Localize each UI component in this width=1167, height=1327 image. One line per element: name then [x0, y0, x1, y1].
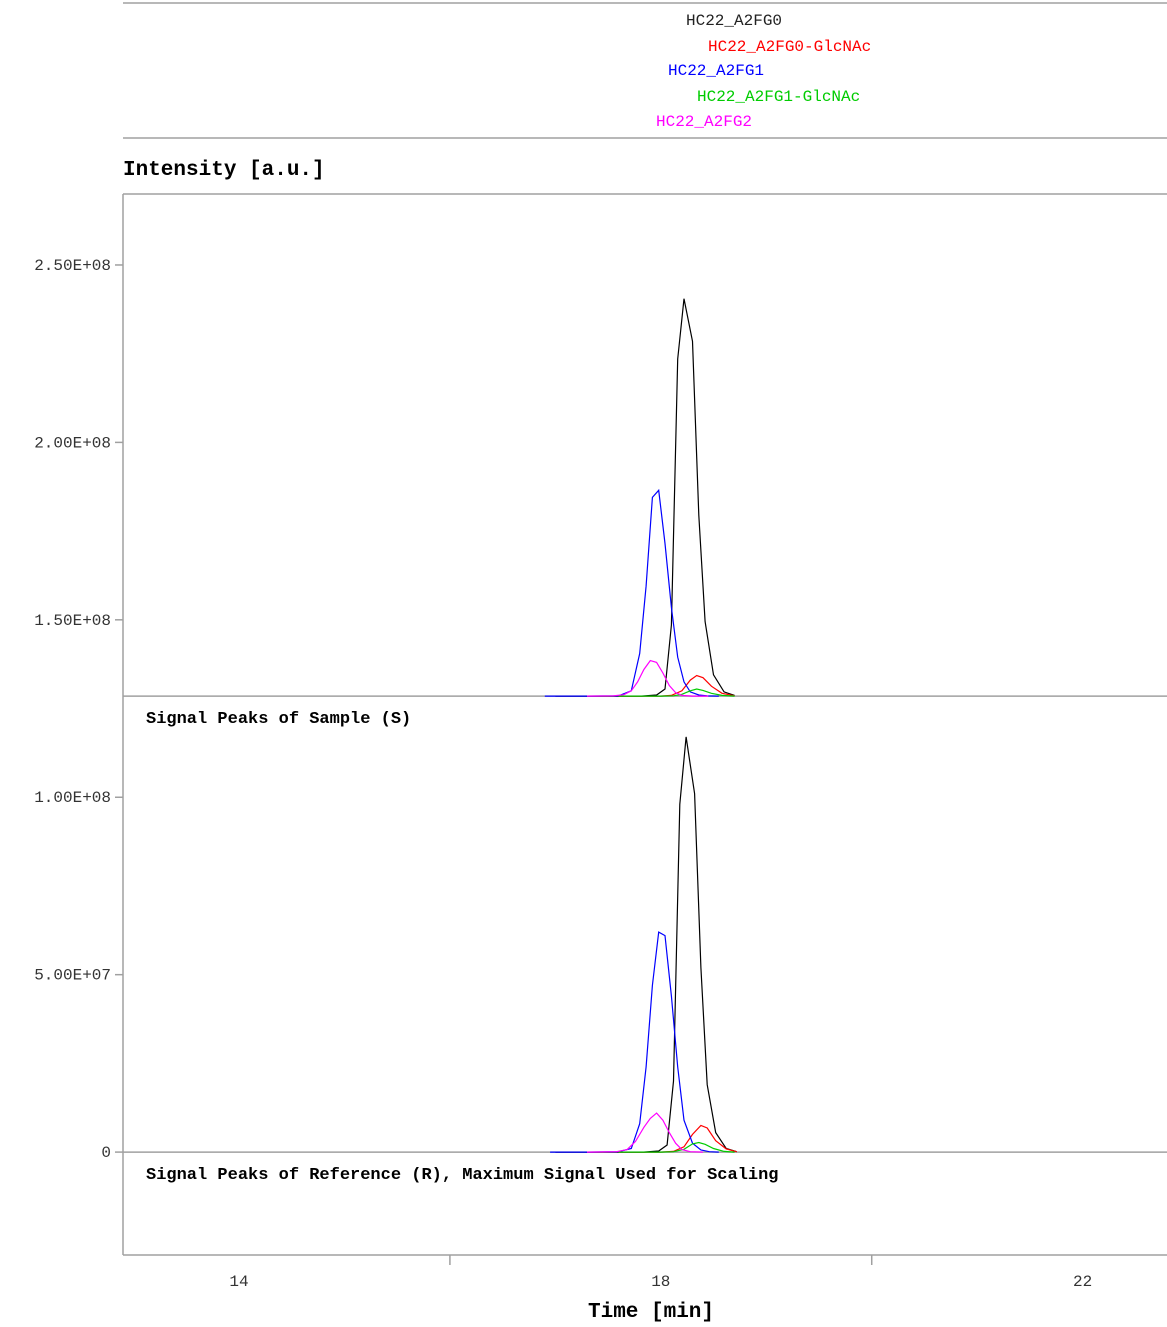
sample-series-hc22-a2fg1 — [544, 488, 719, 697]
series-layer — [544, 298, 737, 1153]
legend-entry-a2fg2: HC22_A2FG2 — [656, 113, 752, 131]
sample-series-hc22-a2fg1-glcnac — [618, 688, 735, 697]
reference-series-hc22-a2fg0 — [555, 736, 737, 1153]
reference-series-hc22-a2fg0-glcnac — [618, 1124, 737, 1153]
y-tick-label: 2.00E+08 — [34, 434, 111, 452]
x-axis-ticks: 14 18 22 — [229, 1255, 1092, 1291]
legend-entry-a2fg1: HC22_A2FG1 — [668, 62, 764, 80]
y-tick-label: 5.00E+07 — [34, 967, 111, 985]
x-tick-label: 22 — [1073, 1273, 1092, 1291]
sample-series-hc22-a2fg2 — [586, 659, 709, 697]
x-tick-label: 18 — [651, 1273, 670, 1291]
legend: HC22_A2FG0 HC22_A2FG0-GlcNAc HC22_A2FG1 … — [656, 12, 871, 131]
reference-series-hc22-a2fg2 — [586, 1112, 704, 1153]
sample-panel-label: Signal Peaks of Sample (S) — [146, 710, 411, 729]
sample-series-hc22-a2fg0 — [555, 298, 735, 697]
legend-entry-a2fg0-glcnac: HC22_A2FG0-GlcNAc — [708, 38, 871, 56]
legend-entry-a2fg1-glcnac: HC22_A2FG1-GlcNAc — [697, 88, 860, 106]
y-tick-label: 2.50E+08 — [34, 257, 111, 275]
legend-entry-a2fg0: HC22_A2FG0 — [686, 12, 782, 30]
y-tick-label: 1.50E+08 — [34, 612, 111, 630]
y-axis-title: Intensity [a.u.] — [123, 159, 325, 182]
reference-series-hc22-a2fg1 — [550, 931, 719, 1153]
reference-series-hc22-a2fg1-glcnac — [618, 1141, 735, 1153]
y-tick-label: 0 — [101, 1144, 111, 1162]
reference-panel-label: Signal Peaks of Reference (R), Maximum S… — [146, 1166, 779, 1185]
x-tick-label: 14 — [229, 1273, 248, 1291]
y-axis-ticks: 0 5.00E+07 1.00E+08 1.50E+08 2.00E+08 2.50E+0… — [34, 257, 123, 1162]
x-axis-title: Time [min] — [588, 1301, 714, 1324]
y-tick-label: 1.00E+08 — [34, 789, 111, 807]
